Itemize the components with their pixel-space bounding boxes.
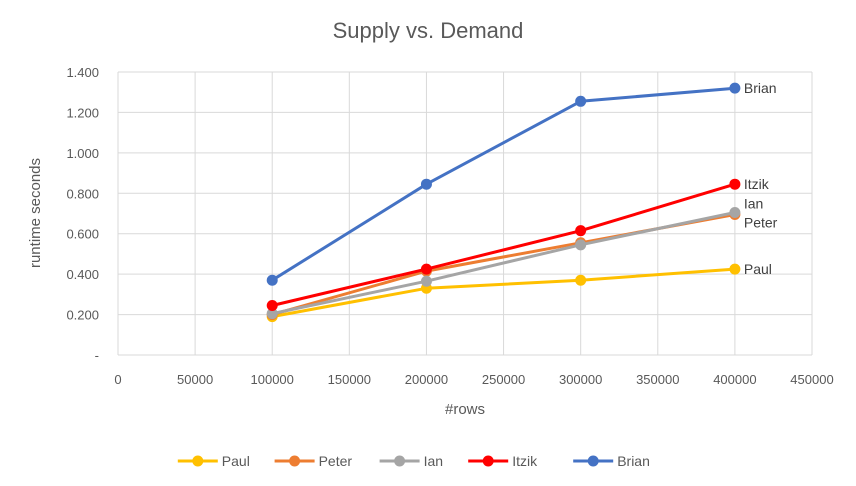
end-labels: Paul Peter Ian Itzik Brian: [744, 80, 778, 277]
series-line: [271, 211, 736, 316]
series-line: [271, 267, 736, 319]
x-tick-label: 400000: [713, 372, 756, 387]
data-point: [575, 225, 587, 237]
legend-label: Ian: [424, 453, 443, 469]
x-tick-label: 350000: [636, 372, 679, 387]
legend-marker: [587, 455, 599, 467]
legend-marker: [192, 455, 204, 467]
y-tick-label: 0.800: [66, 186, 99, 201]
data-point: [420, 275, 432, 287]
legend-label: Paul: [222, 453, 250, 469]
data-point: [729, 206, 741, 218]
data-point: [575, 274, 587, 286]
data-point: [266, 299, 278, 311]
series-brian: [266, 82, 741, 286]
data-point: [266, 274, 278, 286]
legend-marker: [482, 455, 494, 467]
legend-item-ian: Ian: [379, 453, 443, 469]
legend-marker: [289, 455, 301, 467]
x-tick-label: 450000: [790, 372, 833, 387]
y-tick-label: 1.000: [66, 146, 99, 161]
series-line: [271, 86, 736, 282]
x-tick-label: 50000: [177, 372, 213, 387]
legend-marker: [394, 455, 406, 467]
x-tick-label: 300000: [559, 372, 602, 387]
data-point: [420, 263, 432, 275]
x-tick-label: 200000: [405, 372, 448, 387]
end-label: Brian: [744, 80, 777, 96]
y-axis-label: runtime seconds: [27, 158, 44, 268]
x-tick-label: 100000: [251, 372, 294, 387]
data-point: [266, 308, 278, 320]
legend-item-brian: Brian: [573, 453, 650, 469]
legend-label: Itzik: [512, 453, 538, 469]
axes: 0 50000 100000 150000 200000 250000 300000 3500…: [66, 65, 833, 387]
data-point: [575, 239, 587, 251]
data-point: [729, 82, 741, 94]
x-axis-label: #rows: [445, 401, 485, 418]
legend-item-itzik: Itzik: [468, 453, 538, 469]
end-label: Ian: [744, 195, 763, 211]
data-point: [729, 178, 741, 190]
series-line: [271, 182, 736, 307]
series-layer: [266, 82, 741, 323]
y-tick-label: 1.200: [66, 105, 99, 120]
series-itzik: [266, 178, 741, 311]
y-tick-label: 0.600: [66, 227, 99, 242]
series-ian: [266, 206, 741, 320]
end-label: Itzik: [744, 176, 770, 192]
y-tick-label: 0.200: [66, 308, 99, 323]
chart-title: Supply vs. Demand: [333, 18, 524, 43]
data-point: [729, 263, 741, 275]
data-point: [575, 95, 587, 107]
x-tick-label: 250000: [482, 372, 525, 387]
y-tick-label: 0.400: [66, 267, 99, 282]
legend-item-paul: Paul: [177, 453, 250, 469]
legend: Paul Peter Ian Itzik Brian: [177, 453, 650, 469]
grid: [117, 71, 813, 356]
y-tick-label: 1.400: [66, 65, 99, 80]
legend-label: Peter: [319, 453, 353, 469]
end-label: Paul: [744, 261, 772, 277]
y-tick-label: -: [95, 348, 99, 363]
legend-label: Brian: [617, 453, 650, 469]
data-point: [420, 178, 432, 190]
end-label: Peter: [744, 215, 778, 231]
x-tick-label: 0: [114, 372, 121, 387]
x-tick-label: 150000: [328, 372, 371, 387]
legend-item-peter: Peter: [274, 453, 353, 469]
